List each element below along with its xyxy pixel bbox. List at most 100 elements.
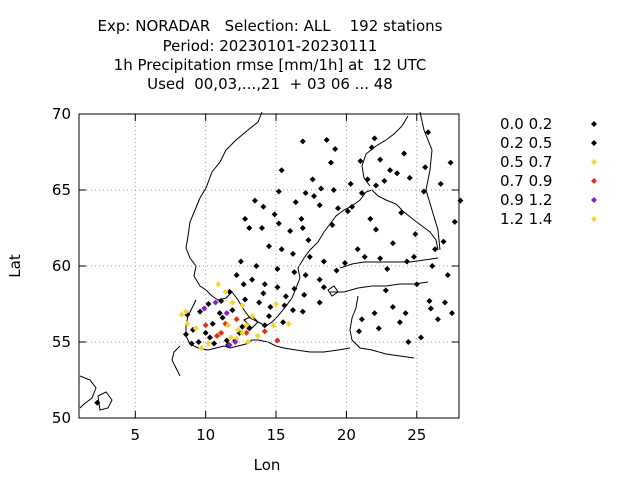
data-point-series-0 xyxy=(238,258,244,264)
data-point-series-0 xyxy=(387,167,393,173)
data-point-series-1 xyxy=(281,303,287,309)
legend-marker xyxy=(591,159,597,165)
data-point-series-0 xyxy=(290,307,296,313)
x-axis-label: Lon xyxy=(254,456,281,474)
data-point-series-0 xyxy=(407,175,413,181)
data-point-series-1 xyxy=(229,307,235,313)
data-point-series-1 xyxy=(242,216,248,222)
data-point-series-0 xyxy=(242,296,248,302)
data-point-series-0 xyxy=(377,157,383,163)
data-point-series-0 xyxy=(321,258,327,264)
data-point-series-0 xyxy=(372,310,378,316)
legend-label: 0.2 0.5 xyxy=(500,134,552,152)
data-point-series-0 xyxy=(210,321,216,327)
data-point-series-1 xyxy=(241,281,247,287)
data-point-series-1 xyxy=(334,268,340,274)
x-tick-label: 5 xyxy=(131,426,141,444)
data-point-series-0 xyxy=(376,325,382,331)
data-point-series-0 xyxy=(224,337,230,343)
data-point-series-0 xyxy=(310,176,316,182)
legend-marker xyxy=(591,216,597,222)
data-point-series-0 xyxy=(405,339,411,345)
data-point-series-2 xyxy=(198,345,204,351)
data-point-series-0 xyxy=(234,272,240,278)
data-point-series-1 xyxy=(411,254,417,260)
data-point-series-1 xyxy=(317,299,323,305)
data-point-series-1 xyxy=(328,160,334,166)
data-point-series-0 xyxy=(283,293,289,299)
data-point-series-0 xyxy=(362,254,368,260)
data-point-series-0 xyxy=(256,299,262,305)
data-point-series-0 xyxy=(390,304,396,310)
y-tick-label: 70 xyxy=(52,105,71,123)
data-point-series-0 xyxy=(448,160,454,166)
y-tick-label: 55 xyxy=(52,333,71,351)
data-point-series-0 xyxy=(300,225,306,231)
data-point-series-0 xyxy=(331,187,337,193)
data-point-series-0 xyxy=(394,170,400,176)
data-point-series-0 xyxy=(246,225,252,231)
data-point-series-0 xyxy=(253,263,259,269)
data-point-series-0 xyxy=(220,315,226,321)
data-point-series-0 xyxy=(287,228,293,234)
data-point-series-0 xyxy=(279,167,285,173)
data-point-series-2 xyxy=(229,299,235,305)
data-point-series-0 xyxy=(397,319,403,325)
data-point-series-0 xyxy=(305,237,311,243)
data-point-series-0 xyxy=(205,301,211,307)
y-tick-label: 60 xyxy=(52,257,71,275)
data-point-series-0 xyxy=(207,334,213,340)
data-point-series-0 xyxy=(300,138,306,144)
data-point-series-0 xyxy=(266,313,272,319)
data-point-series-1 xyxy=(442,299,448,305)
data-point-series-0 xyxy=(293,199,299,205)
legend-marker xyxy=(591,178,597,184)
legend-label: 1.2 1.4 xyxy=(500,210,552,228)
legend-marker xyxy=(591,197,597,203)
data-point-series-0 xyxy=(217,310,223,316)
data-point-series-1 xyxy=(355,246,361,252)
data-point-series-2 xyxy=(179,312,185,318)
data-point-series-0 xyxy=(404,258,410,264)
data-point-series-0 xyxy=(262,281,268,287)
data-point-series-0 xyxy=(429,263,435,269)
data-point-series-0 xyxy=(403,310,409,316)
data-point-series-0 xyxy=(318,185,324,191)
data-point-series-2 xyxy=(205,341,211,347)
data-point-series-0 xyxy=(274,266,280,272)
data-point-series-1 xyxy=(401,151,407,157)
legend-marker xyxy=(591,140,597,146)
data-point-series-1 xyxy=(203,330,209,336)
data-point-series-0 xyxy=(274,284,280,290)
data-point-series-3 xyxy=(274,337,280,343)
data-points xyxy=(94,129,463,406)
data-point-series-4 xyxy=(201,306,207,312)
data-point-series-0 xyxy=(317,202,323,208)
data-point-series-0 xyxy=(365,176,371,182)
data-point-series-0 xyxy=(290,251,296,257)
data-point-series-0 xyxy=(311,193,317,199)
data-point-series-0 xyxy=(291,269,297,275)
data-point-series-0 xyxy=(348,181,354,187)
legend-label: 0.9 1.2 xyxy=(500,191,552,209)
data-point-series-2 xyxy=(273,301,279,307)
data-point-series-2 xyxy=(222,289,228,295)
coastline-map xyxy=(80,112,440,410)
data-point-series-0 xyxy=(266,243,272,249)
data-point-series-0 xyxy=(249,277,255,283)
data-point-series-1 xyxy=(183,331,189,337)
data-point-series-1 xyxy=(298,216,304,222)
data-point-series-1 xyxy=(414,281,420,287)
x-tick-label: 10 xyxy=(196,426,215,444)
data-point-series-0 xyxy=(369,144,375,150)
data-point-series-0 xyxy=(267,304,273,310)
x-tick-label: 20 xyxy=(337,426,356,444)
data-point-series-0 xyxy=(422,164,428,170)
data-point-series-5 xyxy=(228,334,234,340)
data-point-series-0 xyxy=(317,277,323,283)
data-point-series-0 xyxy=(332,146,338,152)
data-point-series-0 xyxy=(197,309,203,315)
data-point-series-1 xyxy=(272,211,278,217)
data-point-series-1 xyxy=(252,198,258,204)
